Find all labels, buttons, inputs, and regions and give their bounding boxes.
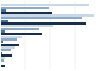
Bar (1, 14, 94, 17)
Bar (1, 36, 22, 38)
Bar (1, 41, 3, 43)
Bar (1, 30, 5, 33)
Bar (1, 54, 12, 57)
Bar (1, 44, 19, 46)
Bar (1, 38, 17, 41)
Bar (1, 33, 42, 35)
Bar (1, 22, 86, 25)
Bar (1, 62, 2, 64)
Bar (1, 65, 5, 67)
Bar (1, 28, 39, 30)
Bar (1, 17, 82, 19)
Bar (1, 20, 8, 22)
Bar (1, 49, 11, 51)
Bar (1, 46, 15, 49)
Bar (1, 52, 3, 54)
Bar (1, 57, 5, 59)
Bar (1, 9, 6, 12)
Bar (1, 59, 4, 62)
Bar (1, 25, 53, 27)
Bar (1, 12, 52, 14)
Bar (1, 4, 89, 6)
Bar (1, 7, 49, 9)
